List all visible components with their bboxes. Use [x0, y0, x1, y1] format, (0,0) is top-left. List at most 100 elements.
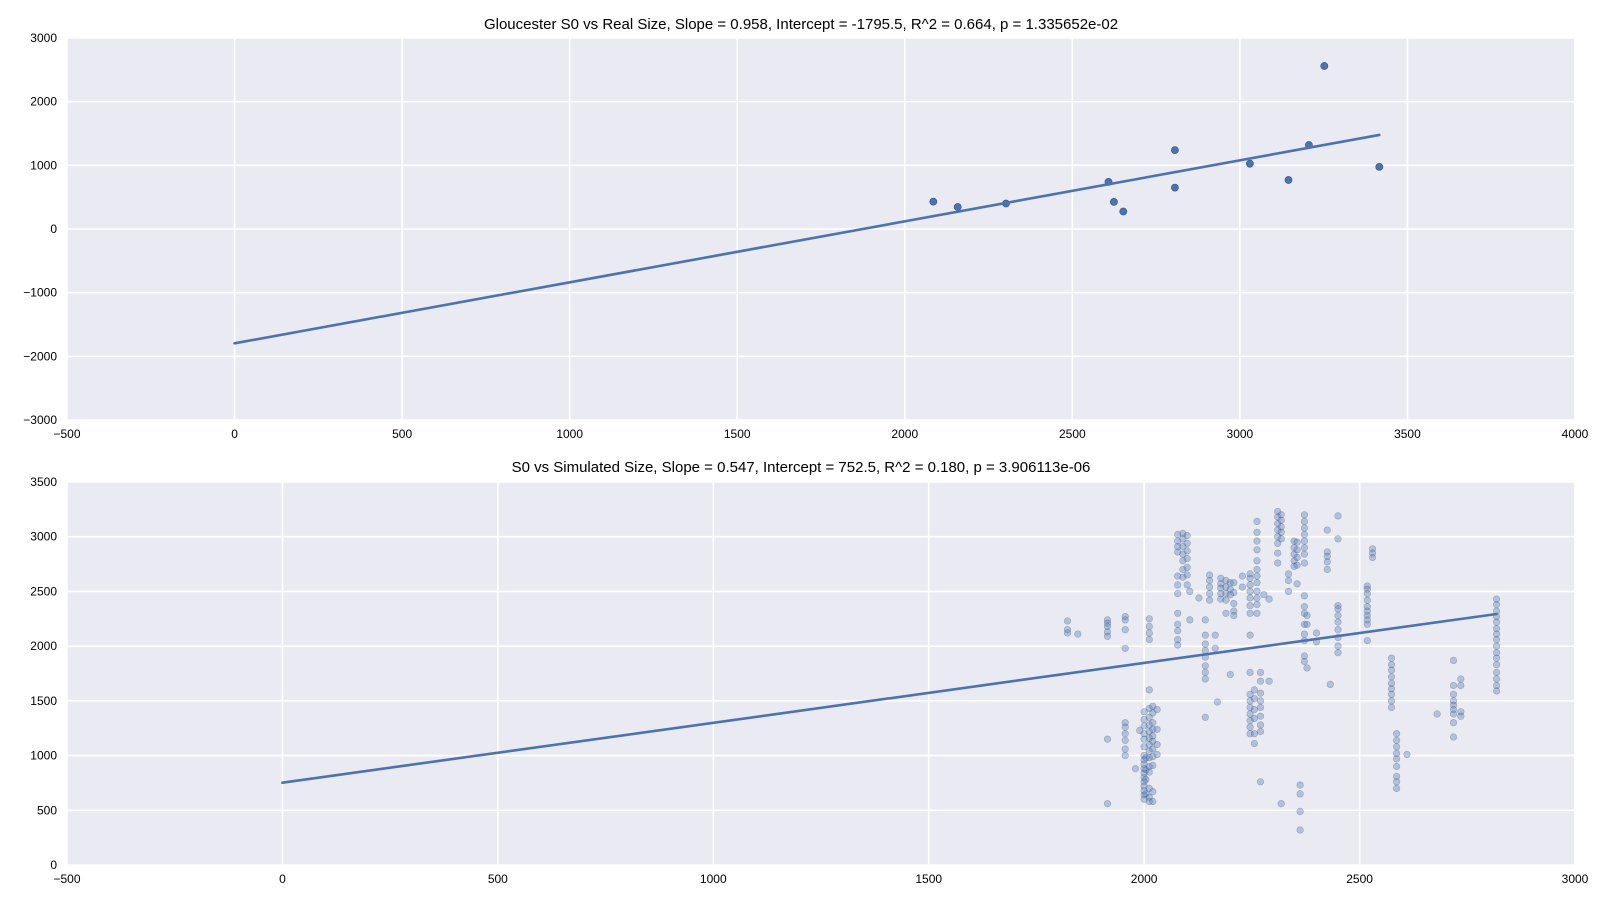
- scatter-point: [1300, 530, 1308, 539]
- scatter-point: [1253, 565, 1261, 574]
- scatter-point: [1171, 183, 1179, 192]
- scatter-point: [1145, 784, 1153, 793]
- scatter-point: [1140, 795, 1148, 803]
- x-tick-label: 1500: [915, 872, 942, 886]
- scatter-point: [1256, 712, 1265, 720]
- scatter-point: [1387, 666, 1396, 674]
- scatter-point: [1149, 753, 1157, 761]
- scatter-point: [1300, 620, 1308, 628]
- scatter-point: [1363, 582, 1371, 590]
- scatter-point: [1253, 587, 1261, 596]
- scatter-point: [1250, 739, 1258, 748]
- scatter-point: [1174, 548, 1182, 556]
- scatter-point: [1183, 563, 1191, 572]
- x-tick-label: 500: [392, 427, 412, 441]
- scatter-point: [1226, 579, 1234, 587]
- scatter-point: [1274, 559, 1282, 567]
- scatter-point: [1363, 589, 1371, 598]
- scatter-point: [1492, 630, 1501, 638]
- scatter-point: [1260, 591, 1268, 599]
- scatter-point: [1205, 583, 1214, 591]
- scatter-point: [1201, 668, 1209, 677]
- scatter-point: [1179, 557, 1187, 565]
- scatter-point: [1457, 675, 1465, 683]
- scatter-point: [1284, 587, 1293, 596]
- y-tick-label: −3000: [23, 413, 57, 427]
- scatter-point: [1392, 784, 1401, 793]
- scatter-point: [1320, 62, 1329, 70]
- scatter-point: [1293, 546, 1301, 554]
- scatter-point: [1246, 574, 1254, 582]
- scatter-point: [1186, 587, 1194, 596]
- x-tick-label: 3500: [1394, 427, 1421, 441]
- scatter-point: [1290, 557, 1298, 565]
- scatter-point: [1201, 631, 1209, 639]
- scatter-point: [1334, 649, 1342, 657]
- x-tick-label: 4000: [1562, 427, 1589, 441]
- scatter-point: [1140, 722, 1148, 730]
- scatter-point: [1256, 668, 1265, 677]
- scatter-point: [1334, 626, 1342, 634]
- scatter-point: [1334, 602, 1342, 610]
- scatter-point: [1449, 733, 1458, 741]
- scatter-point: [1300, 592, 1308, 600]
- x-tick-label: 2000: [891, 427, 918, 441]
- scatter-point: [1205, 596, 1214, 604]
- scatter-point: [1300, 609, 1308, 617]
- scatter-point: [1103, 622, 1112, 631]
- scatter-point: [1334, 605, 1342, 613]
- scatter-point: [1217, 595, 1225, 603]
- scatter-point: [1300, 559, 1308, 567]
- scatter-point: [1284, 570, 1293, 578]
- scatter-point: [1140, 773, 1148, 782]
- scatter-point: [1300, 517, 1308, 526]
- scatter-point: [1250, 695, 1258, 703]
- scatter-point: [1323, 558, 1331, 566]
- scatter-point: [1226, 591, 1234, 599]
- scatter-point: [1300, 544, 1308, 552]
- y-tick-label: 1000: [30, 749, 57, 763]
- scatter-point: [1201, 640, 1209, 648]
- scatter-point: [1103, 735, 1112, 743]
- scatter-point: [1265, 677, 1273, 685]
- scatter-point: [1449, 710, 1458, 718]
- scatter-point: [1145, 721, 1153, 729]
- scatter-point: [1323, 548, 1331, 556]
- scatter-point: [1145, 686, 1153, 694]
- scatter-point: [1230, 579, 1238, 587]
- scatter-point: [1256, 727, 1265, 736]
- scatter-point: [1492, 635, 1501, 644]
- scatter-point: [1492, 642, 1501, 650]
- scatter-point: [1274, 533, 1282, 541]
- scatter-point: [1363, 596, 1371, 604]
- scatter-point: [1142, 754, 1150, 762]
- scatter-point: [1110, 197, 1118, 206]
- scatter-point: [1246, 690, 1254, 698]
- scatter-point: [1293, 580, 1301, 588]
- scatter-point: [1103, 616, 1112, 624]
- x-tick-label: 2500: [1346, 872, 1373, 886]
- scatter-point: [1183, 547, 1191, 555]
- scatter-point: [1171, 146, 1179, 154]
- scatter-point: [1153, 725, 1161, 733]
- scatter-point: [1136, 726, 1144, 735]
- scatter-point: [1392, 755, 1401, 763]
- scatter-point: [1392, 772, 1401, 781]
- chart-bottom-simulated-size: −500 0 500 1000 1500 2000 2500 3000050010001500…: [30, 459, 1588, 886]
- scatter-point: [1149, 761, 1157, 770]
- regression-line: [281, 612, 1498, 784]
- scatter-point: [1253, 579, 1261, 587]
- scatter-point: [1334, 611, 1342, 620]
- scatter-point: [1201, 713, 1209, 721]
- scatter-point: [1149, 737, 1157, 745]
- scatter-point: [1403, 750, 1411, 759]
- y-tick-label: 2000: [30, 639, 57, 653]
- scatter-point: [1334, 642, 1342, 650]
- scatter-point: [1211, 631, 1219, 639]
- scatter-point: [1174, 609, 1182, 617]
- scatter-point: [1217, 584, 1225, 592]
- scatter-point: [1492, 661, 1501, 669]
- scatter-point: [1253, 546, 1261, 554]
- scatter-point: [1217, 580, 1225, 588]
- y-tick-label: −2000: [23, 349, 57, 363]
